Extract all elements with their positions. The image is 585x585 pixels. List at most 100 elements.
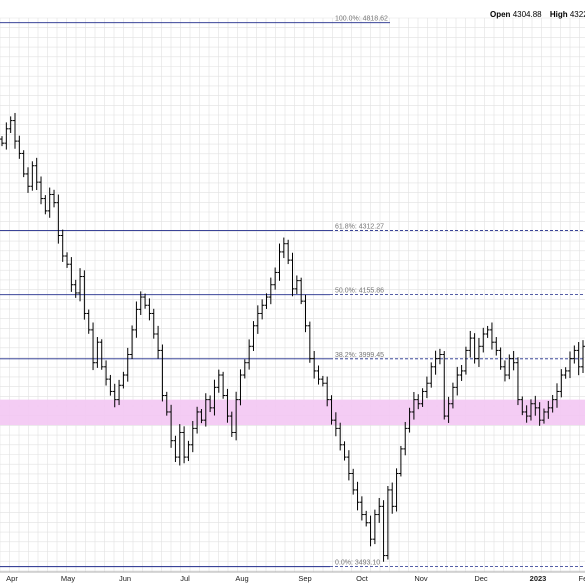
support-zone xyxy=(0,399,585,426)
x-tick-label: Apr xyxy=(6,574,18,583)
support-zone-band xyxy=(0,399,585,426)
ohlc-bar xyxy=(338,422,343,451)
ohlc-bar xyxy=(511,350,516,371)
ohlc-bar xyxy=(286,239,291,265)
ohlc-bar xyxy=(255,305,260,334)
ohlc-bar xyxy=(420,388,425,407)
ohlc-bar xyxy=(541,408,546,424)
ohlc-bar xyxy=(160,344,165,402)
ohlc-bar xyxy=(8,116,13,133)
ohlc-bar xyxy=(95,337,100,368)
ohlc-bar xyxy=(108,374,113,396)
ohlc-bar xyxy=(411,392,416,420)
ohlc-bar xyxy=(325,376,330,407)
ohlc-bar xyxy=(372,509,377,545)
x-tick-label: Dec xyxy=(474,574,488,583)
ohlc-bar xyxy=(65,252,70,268)
ohlc-bar xyxy=(216,369,221,393)
ohlc-bar xyxy=(299,277,304,305)
ohlc-bar xyxy=(177,424,182,466)
ohlc-bar xyxy=(238,369,243,406)
x-tick-label: Jul xyxy=(180,574,190,583)
x-tick-label: Aug xyxy=(235,574,248,583)
x-tick-label: Sep xyxy=(298,574,311,583)
ohlc-bar xyxy=(559,369,564,398)
ohlc-bar xyxy=(221,371,226,399)
ohlc-bar xyxy=(47,187,52,218)
ohlc-bar xyxy=(294,275,299,295)
ohlc-bar xyxy=(0,136,4,147)
ohlc-bar xyxy=(368,515,373,547)
open-label: Open xyxy=(490,10,511,19)
ohlc-bar xyxy=(273,267,278,290)
ohlc-bar xyxy=(195,406,200,434)
fib-label-0: 100.0%: 4818.62 xyxy=(335,16,388,23)
ohlc-bar xyxy=(281,237,286,259)
ohlc-bar xyxy=(459,365,464,381)
ohlc-bar xyxy=(121,371,126,389)
ohlc-bar xyxy=(377,497,382,523)
ohlc-bar xyxy=(138,291,143,316)
fib-label-1: 61.8%: 4312.27 xyxy=(335,223,384,230)
x-tick-label: Jun xyxy=(119,574,131,583)
ohlc-bar xyxy=(56,194,61,244)
ohlc-bar xyxy=(524,405,529,423)
ohlc-bar xyxy=(463,346,468,375)
fib-label-2: 50.0%: 4155.86 xyxy=(335,288,384,295)
ohlc-bar xyxy=(390,482,395,514)
ohlc-bar xyxy=(472,333,477,364)
ohlc-bar xyxy=(346,450,351,481)
ohlc-bar xyxy=(229,411,234,437)
ohlc-bar xyxy=(13,112,18,149)
ohlc-bar xyxy=(247,339,252,370)
ohlc-bar xyxy=(520,396,525,416)
ohlc-bar xyxy=(537,402,542,426)
ohlc-bar xyxy=(407,407,412,433)
ohlc-bar xyxy=(581,340,585,373)
ohlc-bar xyxy=(351,468,356,495)
ohlc-bar xyxy=(117,379,122,406)
ohlc-bar xyxy=(125,347,130,382)
ohlc-bar xyxy=(78,268,83,302)
high-value: 4322 xyxy=(569,10,585,19)
ohlc-bar xyxy=(320,375,325,387)
ohlc-bar xyxy=(147,298,152,321)
ohlc-bar xyxy=(91,322,96,371)
ohlc-bar xyxy=(442,351,447,420)
x-tick-label: Nov xyxy=(414,574,428,583)
ohlc-bar xyxy=(203,393,208,427)
ohlc-bar xyxy=(528,399,533,421)
ohlc-bar xyxy=(450,382,455,409)
ohlc-bar xyxy=(312,350,317,379)
ohlc-bar xyxy=(86,309,91,334)
ohlc-bar xyxy=(381,500,386,562)
ohlc-bar xyxy=(26,167,31,193)
ohlc-bar xyxy=(73,279,78,298)
fib-label-4: 0.0%: 3493.10 xyxy=(335,560,380,567)
ohlc-bar xyxy=(567,351,572,379)
ohlc-bar xyxy=(208,395,213,413)
ohlc-bar xyxy=(342,441,347,461)
ohlc-bar xyxy=(424,376,429,399)
ohlc-bar xyxy=(455,366,460,396)
ohlc-bar xyxy=(199,409,204,424)
ohlc-bar xyxy=(394,468,399,512)
ohlc-bar xyxy=(433,350,438,375)
ohlc-bar xyxy=(303,294,308,333)
ohlc-bar xyxy=(225,388,230,423)
ohlc-bar xyxy=(234,391,239,441)
ohlc-bar xyxy=(546,400,551,419)
ohlc-bar xyxy=(156,325,161,359)
ohlc-bar xyxy=(446,396,451,423)
ohlc-bar xyxy=(30,161,35,191)
ohlc-bar xyxy=(507,354,512,380)
ohlc-bar xyxy=(533,395,538,416)
ohlc-bar xyxy=(151,308,156,339)
high-label: High xyxy=(549,10,568,19)
ohlc-bar xyxy=(403,421,408,456)
ohlc-bar xyxy=(489,322,494,350)
ohlc-bar xyxy=(502,360,507,382)
ohlc-bar xyxy=(186,440,191,462)
fibonacci-levels: 100.0%: 4818.62 61.8%: 4312.27 50.0%: 4155… xyxy=(0,16,585,568)
